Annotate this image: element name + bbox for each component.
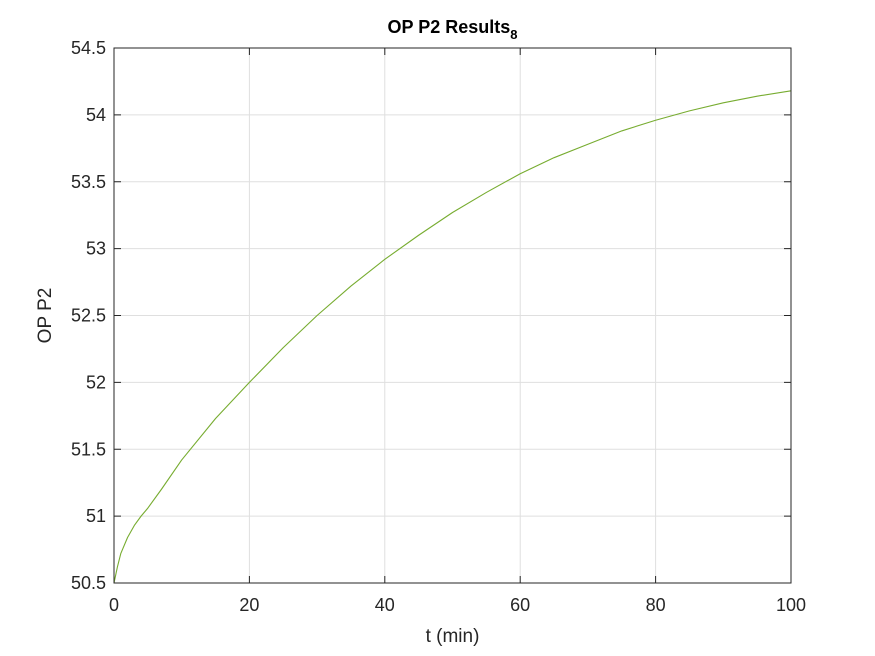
- x-tick-label: 60: [510, 595, 530, 615]
- x-axis-label: t (min): [426, 626, 480, 647]
- y-tick-label: 52: [86, 372, 106, 392]
- y-tick-label: 53: [86, 239, 106, 259]
- y-tick-label: 53.5: [71, 172, 106, 192]
- chart-title-text: OP P2 Results: [388, 17, 511, 37]
- x-tick-label: 40: [375, 595, 395, 615]
- y-tick-label: 54.5: [71, 38, 106, 58]
- series-layer: [113, 90, 792, 584]
- x-tick-label: 80: [646, 595, 666, 615]
- axis-ticks: 0 20 40 60 80 100 50.5 51 51.5 52 52.5 53 53.5 54 54.5: [71, 38, 806, 615]
- x-tick-label: 100: [776, 595, 806, 615]
- chart-title: OP P2 Results8: [388, 17, 518, 42]
- y-tick-label: 54: [86, 105, 106, 125]
- x-tick-label: 0: [109, 595, 119, 615]
- y-tick-label: 51.5: [71, 439, 106, 459]
- x-tick-label: 20: [239, 595, 259, 615]
- series-line: [113, 90, 792, 584]
- chart-title-subscript: 8: [510, 27, 517, 42]
- y-tick-label: 52.5: [71, 306, 106, 326]
- y-tick-label: 50.5: [71, 573, 106, 593]
- y-tick-label: 51: [86, 506, 106, 526]
- y-axis-label: OP P2: [35, 288, 56, 344]
